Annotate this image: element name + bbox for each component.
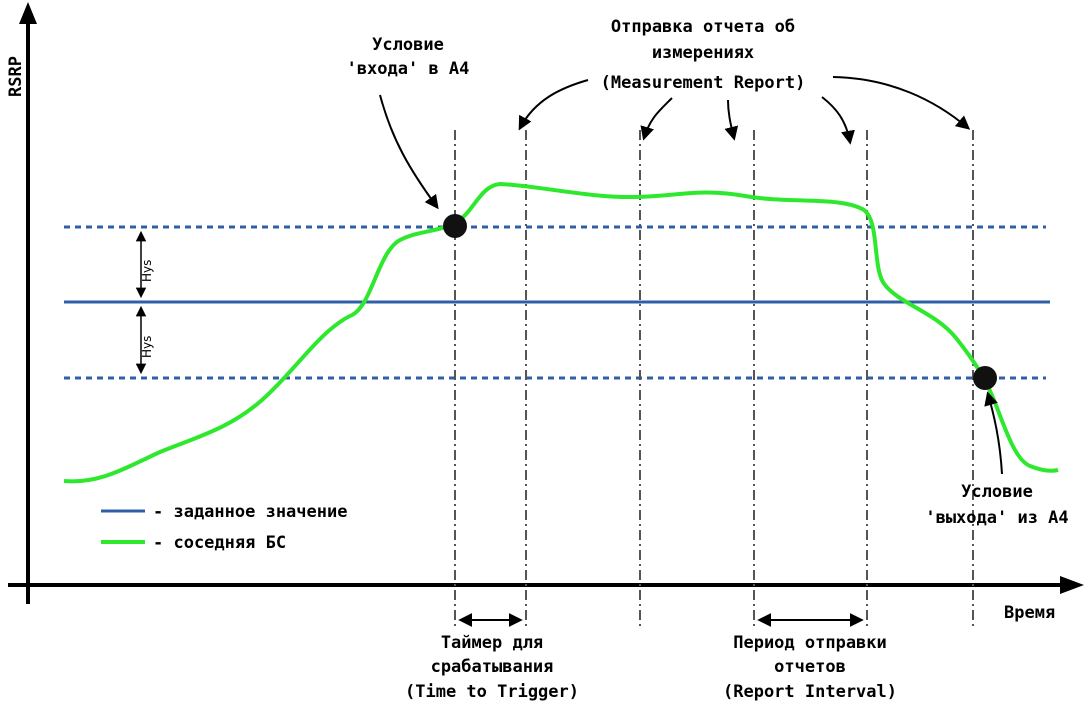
y-axis-label: RSRP xyxy=(6,56,26,97)
interval-label-line2: отчетов xyxy=(774,657,846,677)
neighbor-cell-curve xyxy=(63,181,1059,484)
report-arrow-2 xyxy=(640,97,673,141)
report-label-line2: измерениях xyxy=(652,43,754,63)
ttt-label-line2: срабатывания xyxy=(431,657,554,677)
entry-label-line2: 'входа' в А4 xyxy=(347,59,470,79)
exit-annotation: Условие 'выхода' из А4 xyxy=(925,391,1069,528)
ttt-annotation: Таймер для срабатывания (Time to Trigger… xyxy=(405,613,579,702)
legend-neighbor-label: - соседняя БС xyxy=(153,533,286,553)
time-markers xyxy=(454,130,974,630)
ttt-label-line3: (Time to Trigger) xyxy=(405,682,579,702)
ttt-label-line1: Таймер для xyxy=(441,633,543,653)
report-arrow-3 xyxy=(724,99,739,141)
x-axis-arrowhead xyxy=(1060,576,1084,594)
interval-label-line3: (Report Interval) xyxy=(723,682,897,702)
legend-threshold-label: - заданное значение xyxy=(153,502,347,522)
interval-annotation: Период отправки отчетов (Report Interval… xyxy=(723,613,897,702)
report-label-line1: Отправка отчета об xyxy=(611,17,795,37)
legend: - заданное значение - соседняя БС xyxy=(101,502,347,553)
entry-point xyxy=(443,214,467,238)
y-axis-arrowhead xyxy=(19,2,37,24)
report-arrow-4 xyxy=(821,96,855,145)
report-annotation: Отправка отчета об измерениях (Measureme… xyxy=(518,17,971,145)
report-arrow-5 xyxy=(832,76,971,130)
report-label-line3: (Measurement Report) xyxy=(601,73,806,93)
hys-upper-label: Hys xyxy=(140,260,154,282)
exit-label-line2: 'выхода' из А4 xyxy=(925,508,1068,528)
axes: RSRP Время xyxy=(6,2,1084,623)
exit-point xyxy=(973,366,997,390)
exit-arrow xyxy=(984,391,1003,475)
entry-label-line1: Условие xyxy=(372,35,444,55)
entry-arrow xyxy=(379,94,439,210)
report-arrow-1 xyxy=(518,79,589,131)
exit-label-line1: Условие xyxy=(961,482,1033,502)
hys-lower-label: Hys xyxy=(140,336,154,358)
hysteresis-indicators: Hys Hys xyxy=(135,230,154,375)
entry-annotation: Условие 'входа' в А4 xyxy=(347,35,470,210)
interval-label-line1: Период отправки xyxy=(733,633,887,653)
x-axis-label: Время xyxy=(1004,603,1055,623)
threshold-lines xyxy=(64,225,1050,380)
